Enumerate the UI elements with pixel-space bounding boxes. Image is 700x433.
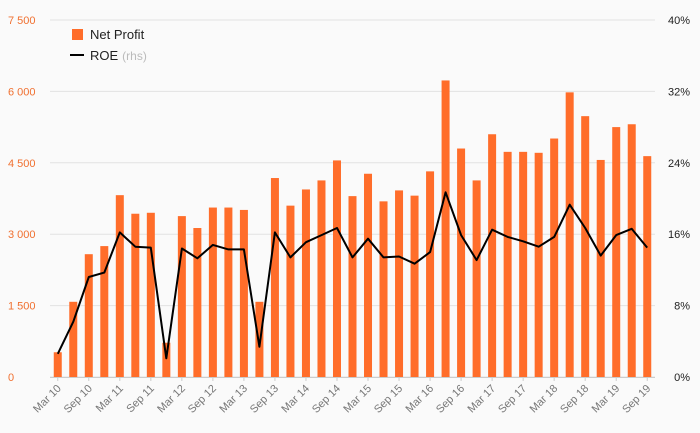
bar-net-profit [612,127,621,377]
bar-net-profit [177,216,186,377]
x-tick-label: Mar 11 [94,383,126,415]
bar-net-profit [317,180,326,377]
bar-net-profit [519,151,528,377]
x-tick-label: Sep 14 [310,383,343,416]
x-tick-label: Sep 13 [248,383,281,416]
bar-net-profit [488,134,497,377]
y-tick-right: 0% [674,372,690,384]
bar-net-profit [332,160,341,377]
bar-net-profit [395,190,404,377]
bar-net-profit [208,207,217,377]
y-tick-left: 0 [8,372,14,384]
bar-net-profit [69,301,78,377]
bar-net-profit [472,180,481,377]
bar-net-profit [503,151,512,377]
bar-net-profit [301,189,310,377]
line-roe [56,191,648,360]
bar-net-profit [441,80,450,378]
x-tick-label: Sep 11 [124,383,157,416]
legend-label-net-profit: Net Profit [90,27,145,42]
bar-net-profit [457,148,466,377]
y-tick-left: 6 000 [8,86,36,98]
x-tick-label: Mar 15 [341,383,374,416]
legend-swatch-net-profit [72,29,83,40]
bar-net-profit [627,124,636,377]
bar-net-profit [53,352,62,377]
y-tick-left: 3 000 [8,229,36,241]
x-tick-label: Mar 16 [403,383,436,416]
bar-net-profit [426,171,435,377]
bar-net-profit [162,342,171,377]
x-tick-label: Mar 14 [279,383,312,416]
bar-net-profit [550,138,559,377]
x-tick-label: Sep 17 [496,383,529,416]
x-tick-label: Sep 16 [434,383,467,416]
bar-net-profit [146,212,155,377]
y-tick-left: 4 500 [8,158,36,170]
x-tick-label: Sep 19 [620,383,653,416]
y-tick-right: 16% [668,229,690,241]
bar-net-profit [643,156,652,377]
x-tick-label: Sep 15 [372,383,405,416]
bar-net-profit [115,195,124,377]
x-tick-label: Sep 10 [62,383,95,416]
bar-net-profit [348,196,357,377]
bar-net-profit [581,116,590,377]
y-tick-right: 24% [668,158,690,170]
x-tick-label: Mar 18 [528,383,561,416]
y-tick-right: 40% [668,15,690,27]
x-tick-label: Mar 12 [155,383,188,416]
line-series-roe [56,191,648,360]
legend: Net Profit ROE (rhs) [70,27,147,63]
x-tick-label: Mar 19 [590,383,623,416]
bar-net-profit [224,207,233,377]
x-tick-label: Mar 17 [466,383,499,416]
bar-net-profit [100,246,109,377]
left-axis: 0 1 500 3 000 4 500 6 000 7 500 [8,15,36,384]
legend-label-roe-suffix: (rhs) [122,49,147,63]
bar-net-profit [131,213,140,377]
bar-net-profit [84,254,93,377]
bar-net-profit [364,173,373,377]
bar-net-profit [193,228,202,377]
x-tick-label: Sep 18 [558,383,591,416]
bar-net-profit [379,201,388,377]
bar-net-profit [596,159,605,377]
y-tick-left: 1 500 [8,301,36,313]
bar-series-net-profit [53,80,652,378]
bar-net-profit [534,152,543,377]
bar-net-profit [286,205,295,377]
bar-net-profit [565,92,574,378]
bar-net-profit [239,209,248,377]
y-tick-right: 32% [668,86,690,98]
y-tick-right: 8% [674,301,690,313]
x-tick-label: Mar 13 [217,383,250,416]
bar-net-profit [270,178,279,377]
x-tick-label: Mar 10 [31,383,64,416]
legend-label-roe: ROE (rhs) [90,48,147,63]
x-tick-label: Sep 12 [186,383,219,416]
y-tick-left: 7 500 [8,15,36,27]
right-axis: 0% 8% 16% 24% 32% 40% [668,15,690,384]
bar-net-profit [410,195,419,377]
legend-label-roe-name: ROE [90,48,119,63]
